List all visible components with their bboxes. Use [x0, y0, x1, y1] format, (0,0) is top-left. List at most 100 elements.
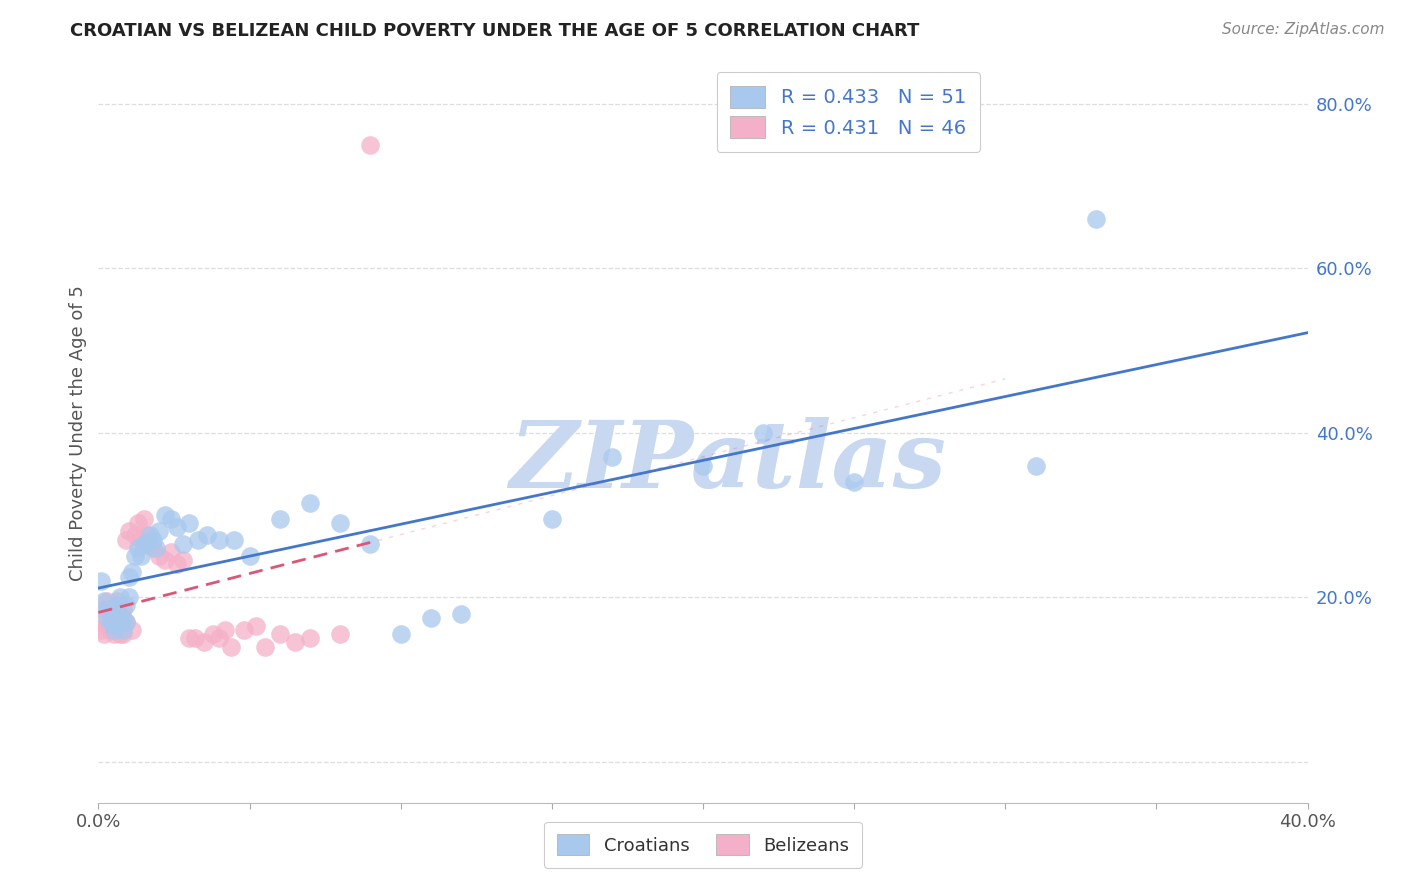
Point [132, 536, 155, 550]
Point [389, 627, 412, 641]
Point [135, 536, 157, 550]
Point [124, 528, 146, 542]
Point [118, 590, 141, 604]
Point [172, 553, 194, 567]
Point [103, 627, 125, 641]
Point [1024, 458, 1046, 473]
Point [111, 627, 134, 641]
Point [145, 541, 167, 555]
Point [105, 594, 128, 608]
Point [111, 610, 134, 624]
Point [329, 627, 352, 641]
Point [195, 528, 218, 542]
Point [105, 619, 128, 633]
Point [93, 602, 115, 616]
Point [245, 619, 267, 633]
Point [148, 549, 170, 563]
Point [121, 566, 143, 580]
Point [179, 516, 201, 530]
Point [103, 623, 125, 637]
Point [329, 516, 352, 530]
Point [103, 619, 125, 633]
Point [692, 458, 714, 473]
Point [208, 632, 231, 646]
Point [129, 549, 152, 563]
Point [90, 610, 112, 624]
Point [193, 635, 215, 649]
Point [132, 512, 155, 526]
Point [100, 615, 122, 629]
Point [118, 569, 141, 583]
Point [129, 533, 152, 547]
Point [239, 549, 262, 563]
Point [166, 520, 188, 534]
Point [166, 558, 188, 572]
Point [100, 607, 122, 621]
Point [360, 137, 382, 152]
Text: Source: ZipAtlas.com: Source: ZipAtlas.com [1222, 22, 1385, 37]
Point [602, 450, 624, 465]
Point [96, 602, 118, 616]
Point [187, 533, 209, 547]
Point [1085, 211, 1108, 226]
Point [114, 599, 136, 613]
Point [142, 541, 165, 555]
Point [121, 623, 143, 637]
Point [160, 545, 183, 559]
Text: CROATIAN VS BELIZEAN CHILD POVERTY UNDER THE AGE OF 5 CORRELATION CHART: CROATIAN VS BELIZEAN CHILD POVERTY UNDER… [70, 22, 920, 40]
Point [752, 425, 775, 440]
Point [108, 610, 131, 624]
Point [299, 495, 322, 509]
Point [269, 627, 291, 641]
Point [284, 635, 307, 649]
Point [420, 610, 443, 624]
Point [540, 512, 562, 526]
Point [127, 516, 149, 530]
Point [360, 536, 382, 550]
Point [96, 619, 118, 633]
Point [108, 627, 131, 641]
Point [148, 524, 170, 539]
Point [90, 623, 112, 637]
Point [221, 640, 243, 654]
Point [269, 512, 291, 526]
Point [135, 528, 157, 542]
Point [96, 610, 118, 624]
Point [172, 536, 194, 550]
Point [202, 627, 225, 641]
Point [184, 632, 207, 646]
Point [127, 541, 149, 555]
Point [90, 574, 112, 588]
Point [114, 533, 136, 547]
Point [124, 549, 146, 563]
Point [153, 553, 176, 567]
Point [118, 524, 141, 539]
Point [224, 533, 246, 547]
Y-axis label: Child Poverty Under the Age of 5: Child Poverty Under the Age of 5 [69, 285, 87, 581]
Point [114, 615, 136, 629]
Point [114, 615, 136, 629]
Point [214, 623, 236, 637]
Point [105, 615, 128, 629]
Point [450, 607, 472, 621]
Point [111, 602, 134, 616]
Point [139, 528, 162, 542]
Legend: Croatians, Belizeans: Croatians, Belizeans [544, 822, 862, 868]
Point [299, 632, 322, 646]
Text: ZIPatlas: ZIPatlas [509, 417, 946, 508]
Point [103, 602, 125, 616]
Point [232, 623, 254, 637]
Point [108, 607, 131, 621]
Point [179, 632, 201, 646]
Point [208, 533, 231, 547]
Point [105, 599, 128, 613]
Point [100, 623, 122, 637]
Point [844, 475, 866, 489]
Point [160, 512, 183, 526]
Point [96, 594, 118, 608]
Point [93, 627, 115, 641]
Point [108, 590, 131, 604]
Point [93, 594, 115, 608]
Point [111, 623, 134, 637]
Point [253, 640, 276, 654]
